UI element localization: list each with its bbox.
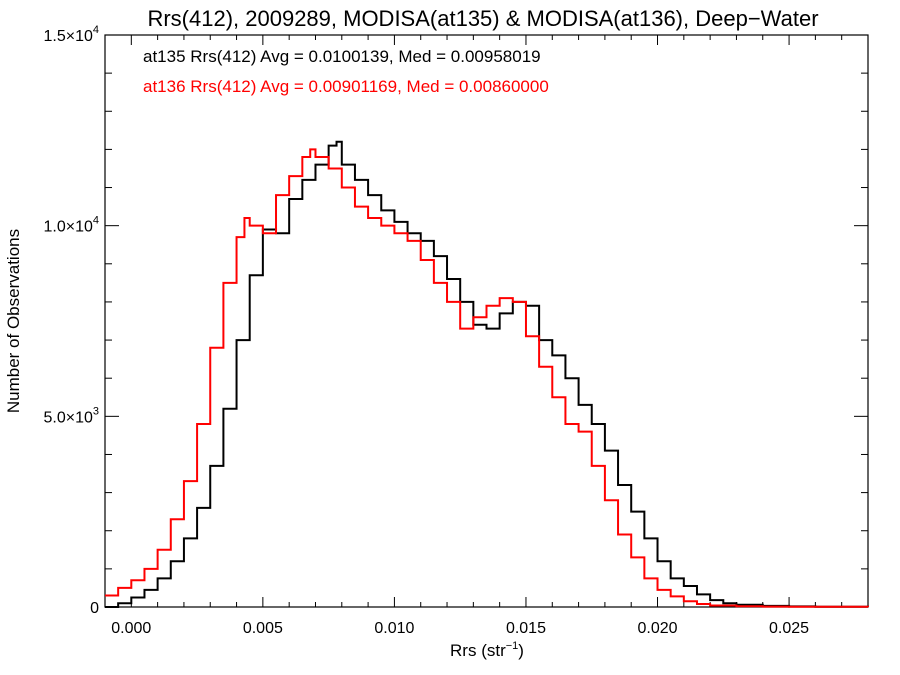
x-axis-label-main: Rrs (str — [450, 641, 506, 660]
y-tick-label: 5.0×103 — [43, 405, 99, 426]
x-axis-label-exponent: −1 — [506, 640, 519, 652]
stats-annotation: at135 Rrs(412) Avg = 0.0100139, Med = 0.… — [143, 47, 541, 66]
y-tick-label: 1.5×104 — [43, 24, 99, 45]
chart-title: Rrs(412), 2009289, MODISA(at135) & MODIS… — [147, 6, 818, 31]
plot-frame — [104, 34, 869, 608]
y-tick-label: 0 — [90, 600, 99, 617]
stats-annotations: at135 Rrs(412) Avg = 0.0100139, Med = 0.… — [143, 47, 549, 96]
y-axis-label: Number of Observations — [4, 229, 23, 413]
series-at136-line — [105, 148, 869, 608]
x-tick-label: 0.025 — [769, 620, 809, 637]
x-tick-label: 0.015 — [506, 620, 546, 637]
x-tick-label: 0.000 — [111, 620, 151, 637]
x-tick-label: 0.005 — [243, 620, 283, 637]
stats-annotation: at136 Rrs(412) Avg = 0.00901169, Med = 0… — [143, 77, 549, 96]
x-axis-label-tail: ) — [518, 641, 524, 660]
y-tick-label: 1.0×104 — [43, 215, 99, 236]
series-layer — [105, 140, 869, 608]
x-axis-label: Rrs (str−1) — [450, 640, 524, 660]
x-axis-ticks: 0.000 0.005 0.010 0.015 0.020 0.025 — [104, 35, 869, 637]
x-tick-label: 0.010 — [374, 620, 414, 637]
x-tick-label: 0.020 — [637, 620, 677, 637]
series-at135-line — [105, 140, 869, 608]
y-axis-ticks: 0 5.0×103 1.0×104 1.5×104 — [43, 24, 868, 617]
